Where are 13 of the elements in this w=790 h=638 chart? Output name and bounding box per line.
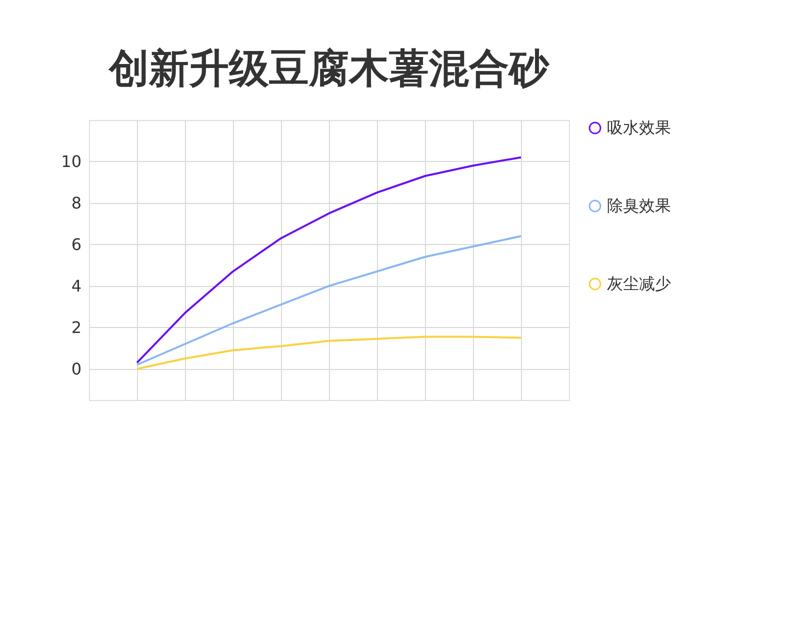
legend-label: 除臭效果: [607, 196, 671, 215]
y-tick-label: 0: [71, 359, 82, 378]
y-tick-label: 10: [61, 152, 82, 171]
line-series: [136, 235, 522, 366]
chart-title: 创新升级豆腐木薯混合砂: [108, 46, 550, 92]
line-series: [136, 156, 522, 364]
line-series: [136, 336, 522, 370]
y-tick-label: 4: [71, 276, 82, 296]
legend-label: 灰尘减少: [607, 274, 671, 293]
y-tick-label: 6: [71, 234, 82, 254]
legend-label: 吸水效果: [607, 118, 671, 137]
y-tick-label: 2: [71, 318, 82, 337]
y-tick-label: 8: [71, 193, 82, 212]
